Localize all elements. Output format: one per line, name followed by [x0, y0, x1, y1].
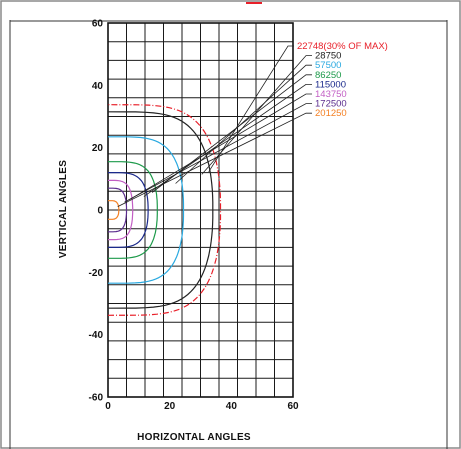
contour-28750 [107, 111, 214, 309]
x-tick-label: 60 [287, 401, 299, 412]
contour-143750 [108, 179, 134, 241]
legend-label: 172500 [315, 99, 347, 110]
legend: 22748(30% OF MAX)28750575008625011500014… [297, 41, 388, 119]
y-axis-label: VERTICAL ANGLES [58, 160, 69, 258]
contour-22748-30-of-max [107, 104, 222, 316]
isocandela-contours [107, 104, 222, 316]
legend-label: 86250 [315, 70, 341, 81]
legend-label: 143750 [315, 89, 347, 100]
leader-line [124, 103, 312, 203]
y-tick-label: -40 [89, 330, 104, 341]
leader-line [129, 93, 312, 200]
leader-line [117, 112, 312, 207]
y-tick-labels: 60 40 20 0 -20 -40 -60 [89, 19, 104, 404]
y-tick-label: 20 [92, 143, 104, 154]
legend-label: 115000 [315, 79, 346, 90]
legend-label: 28750 [315, 51, 341, 62]
legend-label: 57500 [315, 60, 341, 71]
contour-115000 [108, 172, 149, 248]
legend-label: 22748(30% OF MAX) [297, 41, 388, 52]
leader-line [201, 55, 312, 175]
y-tick-label: 60 [92, 19, 104, 30]
x-axis-label: HORIZONTAL ANGLES [137, 432, 251, 443]
x-tick-label: 0 [105, 401, 111, 412]
y-tick-label: 40 [92, 81, 104, 92]
y-tick-label: -60 [89, 393, 104, 404]
contour-172500 [108, 187, 128, 233]
y-tick-label: -20 [89, 268, 104, 279]
legend-leader-lines [117, 45, 312, 207]
grid [107, 22, 294, 398]
contour-201250 [108, 200, 120, 220]
legend-label: 201250 [315, 108, 347, 119]
x-tick-label: 20 [164, 401, 176, 412]
contour-57500 [108, 136, 185, 284]
contour-86250 [108, 161, 158, 259]
plot-border [107, 22, 294, 398]
y-tick-label: 0 [97, 206, 103, 217]
x-tick-labels: 0 20 40 60 [105, 401, 299, 412]
leader-line [151, 74, 312, 193]
x-tick-label: 40 [226, 401, 238, 412]
